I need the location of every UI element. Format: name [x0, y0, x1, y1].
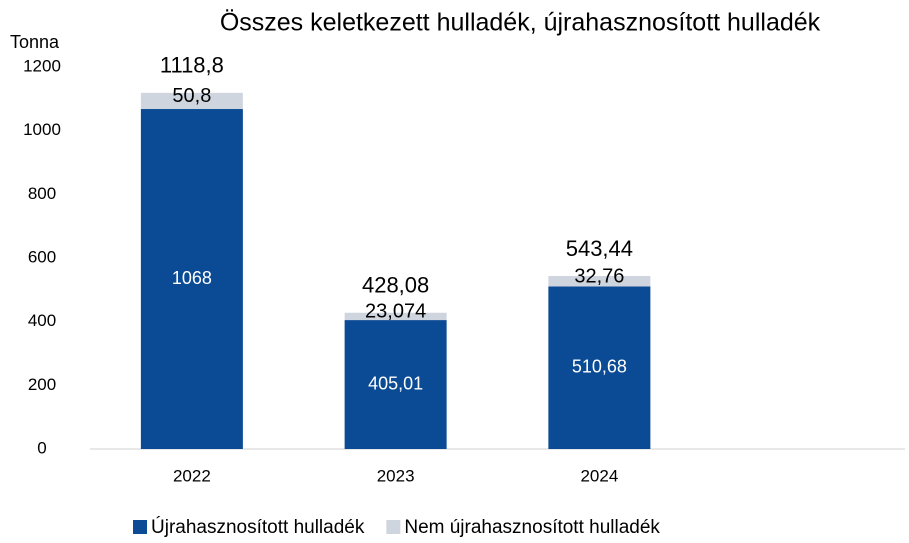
y-tick-label: 1000	[23, 120, 61, 139]
legend-swatch	[133, 520, 147, 534]
total-label: 1118,8	[160, 53, 224, 78]
data-label: 510,68	[572, 356, 627, 376]
y-tick-label: 600	[28, 247, 56, 266]
data-label: 1068	[172, 268, 212, 288]
data-label: 23,074	[365, 301, 426, 323]
y-tick-label: 0	[37, 438, 46, 457]
y-tick-label: 400	[28, 311, 56, 330]
legend-label: Nem újrahasznosított hulladék	[404, 517, 660, 538]
y-axis-label: Tonna	[10, 32, 60, 52]
y-tick-label: 200	[28, 375, 56, 394]
bar-segment	[140, 109, 243, 450]
x-tick-label: 2023	[377, 466, 415, 485]
total-label: 428,08	[362, 273, 429, 298]
bar-segment	[548, 286, 651, 449]
bar-segment	[344, 320, 447, 449]
bar-segment	[140, 92, 243, 110]
legend-label: Újrahasznosított hulladék	[151, 516, 365, 538]
chart-title: Összes keletkezett hulladék, újrahasznos…	[220, 9, 821, 37]
legend-swatch	[386, 520, 401, 534]
total-label: 543,44	[566, 236, 633, 261]
data-label: 32,76	[574, 266, 624, 288]
bar-segment	[548, 276, 651, 287]
y-tick-label: 800	[28, 184, 56, 203]
data-label: 405,01	[368, 373, 423, 393]
x-tick-label: 2024	[580, 466, 618, 485]
bar-segment	[344, 312, 447, 321]
y-tick-label: 1200	[23, 56, 61, 75]
data-label: 50,8	[172, 85, 211, 107]
x-tick-label: 2022	[173, 466, 211, 485]
